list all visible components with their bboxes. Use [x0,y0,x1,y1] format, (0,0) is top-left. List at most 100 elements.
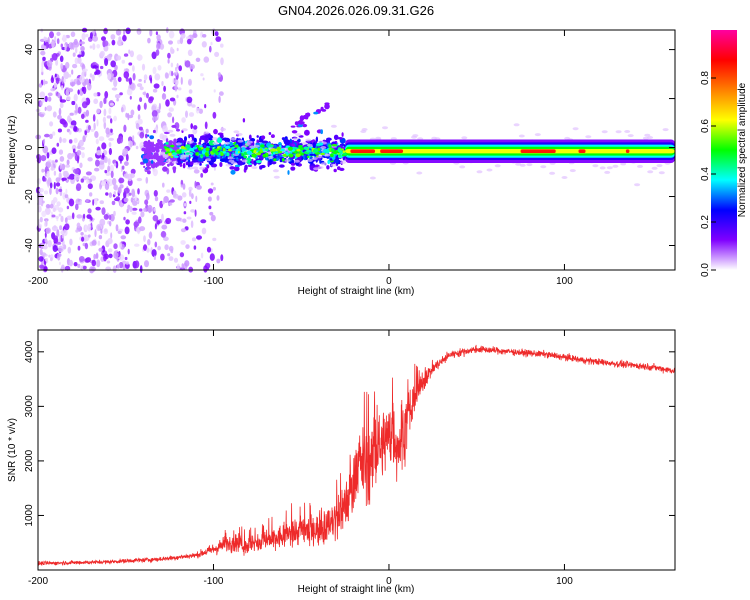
spectrogram-cell [112,177,117,186]
spectrogram-cell [41,168,45,173]
spectrogram-cell [162,155,169,159]
spectrogram-cell [48,254,51,258]
spectrogram-cell [185,244,190,250]
spectrogram-cell [83,213,86,219]
spectrogram-cell [113,251,119,259]
spectrogram-cell [92,35,98,42]
spectrogram-cell [145,128,149,134]
spectrogram-cell [56,142,60,147]
spectrogram-cell [156,220,161,225]
spectrogram-cell [117,76,122,83]
spectrogram-cell [123,173,130,179]
snr-series-line [37,344,676,567]
spectrogram-cell [42,56,46,62]
spectrogram-cell [52,197,58,203]
spectrogram-cell [173,257,179,263]
spectrogram-cell [121,106,124,113]
spectrogram-cell [540,165,547,169]
spectrogram-cell [80,45,85,52]
spectrogram-cell [58,234,61,242]
spectrogram-cell [104,183,110,190]
spectrogram-cell [92,199,95,206]
spectrogram-cell [132,135,135,141]
spectrogram-cell [180,228,187,233]
y-tick-label: 0 [24,144,35,150]
spectrogram-cell [93,253,97,260]
spectrogram-cell [60,43,63,48]
spectrogram-cell [604,170,611,174]
spectrogram-cell [185,110,188,118]
spectrogram-cell [109,164,115,173]
spectrogram-cell [110,34,116,40]
spectrogram-cell [206,246,212,253]
spectrogram-cell [58,107,62,116]
spectrogram-cell [165,159,172,163]
spectrogram-cell [123,71,130,79]
spectrogram-cell [296,149,301,152]
spectrogram-cell [192,146,198,150]
spectrogram-cell [175,68,178,76]
spectrogram-cell [255,160,262,164]
spectrogram-cell [144,260,149,268]
spectrogram-cell [170,155,174,159]
spectrogram-cell [647,136,654,139]
spectrogram-cell [55,59,59,66]
spectrogram-cell [107,238,113,245]
spectrogram-cell [92,114,96,122]
spectrogram-cell [317,166,324,169]
spectrogram-cell [84,78,90,85]
spectrogram-cell [187,166,194,170]
spectrogram-cell [118,155,124,162]
spectrogram-cell [60,99,67,103]
spectrogram-cell [146,247,150,253]
spectrogram-cell [230,137,237,141]
spectrogram-cell [271,161,277,165]
spectrogram-cell [73,173,80,181]
spectrogram-cell [164,72,169,79]
spectrogram-cell [203,131,210,135]
spectrogram-cell [272,169,279,173]
spectrogram-cell [130,82,136,91]
spectrogram-cell [116,97,119,102]
spectrogram-cell [58,207,64,213]
spectrogram-cell [85,171,92,176]
spectrogram-cell [151,110,158,118]
spectrogram-cell [117,39,123,47]
spectrogram-cell [155,31,158,36]
spectrogram-cell [110,128,113,133]
spectrogram-cell [134,194,137,202]
spectrogram-cell [45,219,48,227]
spectrogram-cell [304,129,310,136]
spectrogram-cell [131,207,138,211]
spectrogram-cell [132,200,138,206]
spectrogram-cell [51,225,58,232]
spectrogram-cell [658,171,665,175]
x-tick-label: -200 [28,576,48,587]
spectrogram-cell [177,87,182,91]
spectrogram-cell [122,265,126,270]
spectrogram-cell [115,224,119,232]
spectrogram-cell [136,177,143,182]
spectrogram-cell [295,153,301,158]
spectrogram-cell [332,144,337,147]
spectrogram-cell [109,102,115,106]
spectrogram-cell [220,127,227,131]
spectrogram-cell [102,116,106,124]
spectrogram-cell [58,245,64,253]
spectrogram-cell [98,235,103,240]
spectrogram-cell [52,131,56,136]
spectrogram-cell [87,183,93,190]
spectrogram-cell [177,157,181,162]
spectrogram-cell [152,66,157,75]
spectrogram-cell [459,165,466,169]
spectrogram-cell [84,224,88,231]
spectrogram-cell [210,157,217,163]
spectrogram-cell [326,137,332,141]
spectrogram-cell [290,162,296,166]
spectrogram-cell [192,166,199,170]
spectrogram-cell [146,192,150,201]
spectrogram-cell [77,54,82,58]
spectrogram-cell [95,253,99,259]
spectrogram-cell [110,170,114,179]
